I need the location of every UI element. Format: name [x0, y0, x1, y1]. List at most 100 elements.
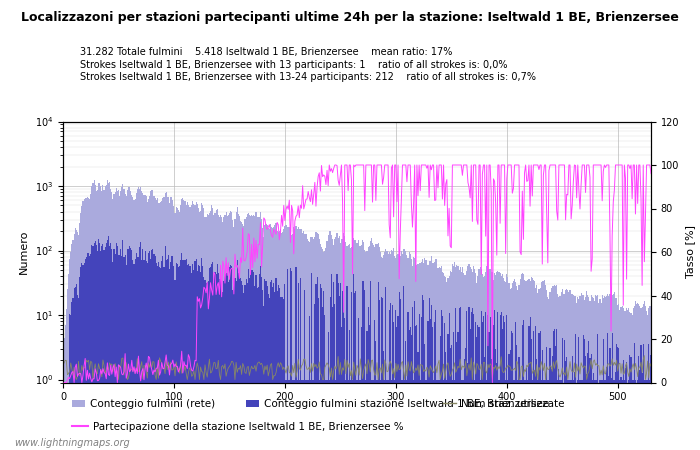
Bar: [629, 312, 631, 450]
Bar: [248, 215, 250, 450]
Bar: [234, 278, 235, 450]
Bar: [183, 261, 185, 450]
Bar: [291, 234, 292, 450]
Bar: [186, 259, 187, 450]
Bar: [80, 213, 81, 450]
Bar: [219, 279, 220, 450]
Bar: [622, 306, 623, 450]
Bar: [371, 379, 372, 450]
Bar: [610, 378, 612, 450]
Bar: [292, 379, 293, 450]
Bar: [416, 324, 417, 450]
Bar: [239, 216, 240, 450]
Bar: [313, 238, 314, 450]
Bar: [605, 379, 606, 450]
Bar: [343, 233, 344, 450]
Bar: [636, 305, 637, 450]
Bar: [435, 259, 436, 450]
Bar: [259, 274, 260, 450]
Bar: [606, 297, 607, 450]
Bar: [323, 252, 324, 450]
Bar: [368, 306, 369, 450]
Bar: [597, 295, 598, 450]
Bar: [647, 315, 648, 450]
Bar: [132, 260, 134, 450]
Bar: [361, 245, 362, 450]
Bar: [370, 242, 371, 450]
Bar: [228, 282, 229, 450]
Bar: [190, 266, 191, 450]
Bar: [474, 379, 475, 450]
Bar: [547, 379, 548, 450]
Bar: [217, 209, 218, 450]
Bar: [130, 248, 131, 450]
Bar: [533, 331, 534, 450]
Bar: [312, 379, 313, 450]
Bar: [377, 243, 379, 450]
Bar: [373, 379, 374, 450]
Bar: [405, 251, 407, 450]
Bar: [188, 205, 189, 450]
Bar: [246, 283, 248, 450]
Bar: [274, 225, 276, 450]
Bar: [625, 311, 626, 450]
Bar: [195, 202, 197, 450]
Bar: [197, 204, 198, 450]
Bar: [379, 379, 381, 450]
Bar: [617, 347, 618, 450]
Bar: [646, 379, 647, 450]
Bar: [515, 322, 516, 450]
Bar: [233, 284, 235, 450]
Bar: [198, 265, 199, 450]
Bar: [568, 379, 570, 450]
Bar: [282, 233, 284, 450]
Bar: [384, 252, 385, 450]
Bar: [189, 207, 190, 450]
Bar: [270, 282, 271, 450]
Bar: [454, 262, 455, 450]
Bar: [436, 379, 438, 450]
Bar: [324, 251, 326, 450]
Bar: [153, 254, 155, 450]
Bar: [289, 227, 290, 450]
Bar: [496, 272, 497, 450]
Bar: [425, 261, 426, 450]
Bar: [263, 237, 265, 450]
Bar: [279, 288, 280, 450]
Bar: [350, 248, 351, 450]
Bar: [219, 217, 220, 450]
Bar: [328, 333, 329, 450]
Bar: [433, 262, 434, 450]
Bar: [417, 264, 419, 450]
Bar: [557, 379, 559, 450]
Bar: [263, 306, 265, 450]
Bar: [610, 297, 612, 450]
Bar: [482, 322, 483, 450]
Bar: [625, 369, 626, 450]
Bar: [79, 277, 81, 450]
Bar: [510, 289, 511, 450]
Bar: [216, 274, 217, 450]
Bar: [449, 270, 451, 450]
Bar: [447, 334, 449, 450]
Bar: [344, 318, 345, 450]
Bar: [64, 325, 66, 450]
Bar: [434, 322, 435, 450]
Bar: [573, 379, 574, 450]
Bar: [417, 352, 419, 450]
Bar: [396, 255, 398, 450]
Bar: [361, 327, 362, 450]
Legend: Partecipazione della stazione Iseltwald 1 BE, Brienzersee %: Partecipazione della stazione Iseltwald …: [68, 418, 408, 436]
Bar: [309, 315, 310, 450]
Bar: [605, 297, 606, 450]
Bar: [479, 327, 480, 450]
Bar: [172, 200, 174, 450]
Bar: [506, 274, 507, 450]
Bar: [635, 301, 636, 450]
Bar: [554, 285, 555, 450]
Bar: [456, 265, 457, 450]
Bar: [535, 288, 536, 450]
Bar: [337, 284, 339, 450]
Bar: [92, 246, 94, 450]
Bar: [466, 271, 468, 450]
